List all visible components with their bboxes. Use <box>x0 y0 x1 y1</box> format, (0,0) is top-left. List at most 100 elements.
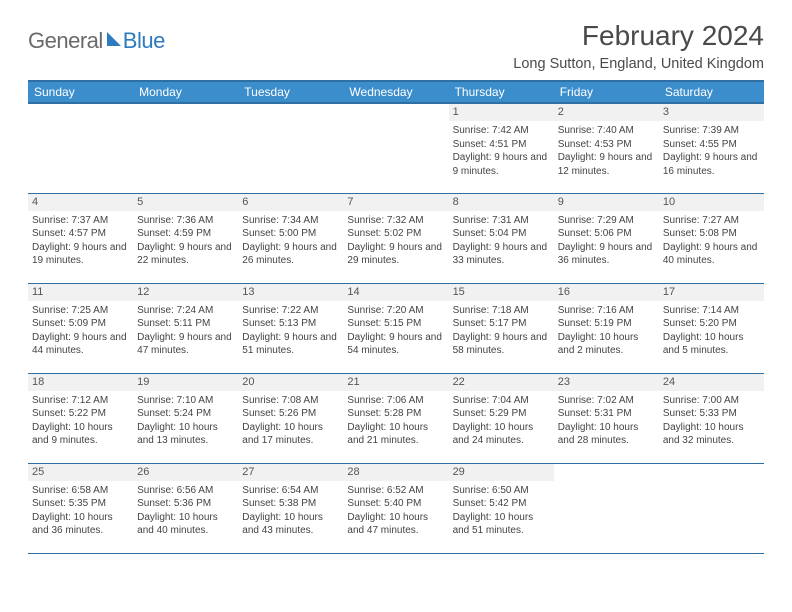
calendar-day-cell: 19Sunrise: 7:10 AMSunset: 5:24 PMDayligh… <box>133 373 238 463</box>
calendar-day-cell: 8Sunrise: 7:31 AMSunset: 5:04 PMDaylight… <box>449 193 554 283</box>
page-header: General Blue February 2024 Long Sutton, … <box>28 20 764 72</box>
day-info: Sunrise: 7:29 AMSunset: 5:06 PMDaylight:… <box>554 211 659 270</box>
day-number: 6 <box>238 194 343 211</box>
weekday-header: Monday <box>133 81 238 103</box>
calendar-day-cell: 21Sunrise: 7:06 AMSunset: 5:28 PMDayligh… <box>343 373 448 463</box>
day-number: 19 <box>133 374 238 391</box>
day-info: Sunrise: 6:50 AMSunset: 5:42 PMDaylight:… <box>449 481 554 540</box>
brand-logo: General Blue <box>28 20 165 54</box>
day-number: 28 <box>343 464 448 481</box>
calendar-day-cell: 26Sunrise: 6:56 AMSunset: 5:36 PMDayligh… <box>133 463 238 553</box>
day-number: 11 <box>28 284 133 301</box>
calendar-day-cell: 10Sunrise: 7:27 AMSunset: 5:08 PMDayligh… <box>659 193 764 283</box>
day-number: 5 <box>133 194 238 211</box>
day-info: Sunrise: 7:40 AMSunset: 4:53 PMDaylight:… <box>554 121 659 180</box>
day-info: Sunrise: 7:06 AMSunset: 5:28 PMDaylight:… <box>343 391 448 450</box>
calendar-head: SundayMondayTuesdayWednesdayThursdayFrid… <box>28 81 764 103</box>
calendar-day-cell: 9Sunrise: 7:29 AMSunset: 5:06 PMDaylight… <box>554 193 659 283</box>
location-text: Long Sutton, England, United Kingdom <box>513 56 764 72</box>
calendar-day-cell: 7Sunrise: 7:32 AMSunset: 5:02 PMDaylight… <box>343 193 448 283</box>
calendar-day-cell: 14Sunrise: 7:20 AMSunset: 5:15 PMDayligh… <box>343 283 448 373</box>
day-number: 16 <box>554 284 659 301</box>
day-info: Sunrise: 7:22 AMSunset: 5:13 PMDaylight:… <box>238 301 343 360</box>
calendar-week-row: 11Sunrise: 7:25 AMSunset: 5:09 PMDayligh… <box>28 283 764 373</box>
day-number: 21 <box>343 374 448 391</box>
day-number: 4 <box>28 194 133 211</box>
weekday-header: Tuesday <box>238 81 343 103</box>
day-number: 3 <box>659 104 764 121</box>
calendar-week-row: 25Sunrise: 6:58 AMSunset: 5:35 PMDayligh… <box>28 463 764 553</box>
day-number: 29 <box>449 464 554 481</box>
day-info: Sunrise: 7:04 AMSunset: 5:29 PMDaylight:… <box>449 391 554 450</box>
calendar-empty-cell <box>28 103 133 193</box>
day-info: Sunrise: 7:32 AMSunset: 5:02 PMDaylight:… <box>343 211 448 270</box>
calendar-table: SundayMondayTuesdayWednesdayThursdayFrid… <box>28 80 764 554</box>
calendar-empty-cell <box>133 103 238 193</box>
weekday-row: SundayMondayTuesdayWednesdayThursdayFrid… <box>28 81 764 103</box>
day-number: 25 <box>28 464 133 481</box>
day-info: Sunrise: 7:42 AMSunset: 4:51 PMDaylight:… <box>449 121 554 180</box>
calendar-empty-cell <box>554 463 659 553</box>
calendar-page: General Blue February 2024 Long Sutton, … <box>0 0 792 564</box>
calendar-day-cell: 5Sunrise: 7:36 AMSunset: 4:59 PMDaylight… <box>133 193 238 283</box>
calendar-day-cell: 15Sunrise: 7:18 AMSunset: 5:17 PMDayligh… <box>449 283 554 373</box>
calendar-day-cell: 1Sunrise: 7:42 AMSunset: 4:51 PMDaylight… <box>449 103 554 193</box>
day-number: 7 <box>343 194 448 211</box>
calendar-day-cell: 24Sunrise: 7:00 AMSunset: 5:33 PMDayligh… <box>659 373 764 463</box>
day-info: Sunrise: 7:34 AMSunset: 5:00 PMDaylight:… <box>238 211 343 270</box>
day-info: Sunrise: 7:10 AMSunset: 5:24 PMDaylight:… <box>133 391 238 450</box>
day-info: Sunrise: 7:37 AMSunset: 4:57 PMDaylight:… <box>28 211 133 270</box>
day-info: Sunrise: 7:02 AMSunset: 5:31 PMDaylight:… <box>554 391 659 450</box>
calendar-empty-cell <box>659 463 764 553</box>
calendar-day-cell: 27Sunrise: 6:54 AMSunset: 5:38 PMDayligh… <box>238 463 343 553</box>
calendar-day-cell: 18Sunrise: 7:12 AMSunset: 5:22 PMDayligh… <box>28 373 133 463</box>
brand-part1: General <box>28 28 103 54</box>
day-info: Sunrise: 7:39 AMSunset: 4:55 PMDaylight:… <box>659 121 764 180</box>
day-number: 12 <box>133 284 238 301</box>
day-info: Sunrise: 6:56 AMSunset: 5:36 PMDaylight:… <box>133 481 238 540</box>
calendar-week-row: 18Sunrise: 7:12 AMSunset: 5:22 PMDayligh… <box>28 373 764 463</box>
calendar-day-cell: 29Sunrise: 6:50 AMSunset: 5:42 PMDayligh… <box>449 463 554 553</box>
day-info: Sunrise: 7:16 AMSunset: 5:19 PMDaylight:… <box>554 301 659 360</box>
day-info: Sunrise: 7:24 AMSunset: 5:11 PMDaylight:… <box>133 301 238 360</box>
day-number: 8 <box>449 194 554 211</box>
day-number: 15 <box>449 284 554 301</box>
weekday-header: Friday <box>554 81 659 103</box>
title-block: February 2024 Long Sutton, England, Unit… <box>513 20 764 72</box>
calendar-day-cell: 13Sunrise: 7:22 AMSunset: 5:13 PMDayligh… <box>238 283 343 373</box>
day-number: 10 <box>659 194 764 211</box>
brand-part2: Blue <box>123 28 165 54</box>
calendar-day-cell: 17Sunrise: 7:14 AMSunset: 5:20 PMDayligh… <box>659 283 764 373</box>
day-number: 17 <box>659 284 764 301</box>
month-title: February 2024 <box>513 20 764 52</box>
calendar-day-cell: 4Sunrise: 7:37 AMSunset: 4:57 PMDaylight… <box>28 193 133 283</box>
calendar-day-cell: 20Sunrise: 7:08 AMSunset: 5:26 PMDayligh… <box>238 373 343 463</box>
day-info: Sunrise: 7:14 AMSunset: 5:20 PMDaylight:… <box>659 301 764 360</box>
day-info: Sunrise: 7:27 AMSunset: 5:08 PMDaylight:… <box>659 211 764 270</box>
weekday-header: Saturday <box>659 81 764 103</box>
brand-triangle-icon <box>107 32 121 46</box>
calendar-day-cell: 12Sunrise: 7:24 AMSunset: 5:11 PMDayligh… <box>133 283 238 373</box>
weekday-header: Sunday <box>28 81 133 103</box>
day-number: 20 <box>238 374 343 391</box>
day-number: 26 <box>133 464 238 481</box>
day-info: Sunrise: 7:00 AMSunset: 5:33 PMDaylight:… <box>659 391 764 450</box>
day-number: 23 <box>554 374 659 391</box>
calendar-body: 1Sunrise: 7:42 AMSunset: 4:51 PMDaylight… <box>28 103 764 553</box>
day-number: 22 <box>449 374 554 391</box>
day-number: 27 <box>238 464 343 481</box>
day-info: Sunrise: 7:08 AMSunset: 5:26 PMDaylight:… <box>238 391 343 450</box>
day-number: 1 <box>449 104 554 121</box>
day-info: Sunrise: 6:54 AMSunset: 5:38 PMDaylight:… <box>238 481 343 540</box>
calendar-day-cell: 6Sunrise: 7:34 AMSunset: 5:00 PMDaylight… <box>238 193 343 283</box>
day-info: Sunrise: 7:36 AMSunset: 4:59 PMDaylight:… <box>133 211 238 270</box>
day-info: Sunrise: 7:12 AMSunset: 5:22 PMDaylight:… <box>28 391 133 450</box>
day-info: Sunrise: 7:20 AMSunset: 5:15 PMDaylight:… <box>343 301 448 360</box>
day-info: Sunrise: 7:25 AMSunset: 5:09 PMDaylight:… <box>28 301 133 360</box>
calendar-day-cell: 2Sunrise: 7:40 AMSunset: 4:53 PMDaylight… <box>554 103 659 193</box>
day-info: Sunrise: 7:18 AMSunset: 5:17 PMDaylight:… <box>449 301 554 360</box>
day-number: 2 <box>554 104 659 121</box>
weekday-header: Wednesday <box>343 81 448 103</box>
calendar-day-cell: 22Sunrise: 7:04 AMSunset: 5:29 PMDayligh… <box>449 373 554 463</box>
day-number: 9 <box>554 194 659 211</box>
